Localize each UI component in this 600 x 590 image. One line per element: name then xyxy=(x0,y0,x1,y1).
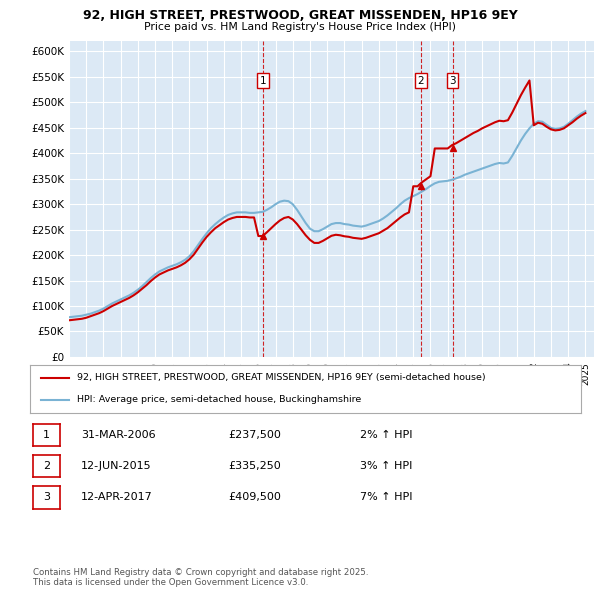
Text: 3% ↑ HPI: 3% ↑ HPI xyxy=(360,461,412,471)
Text: Contains HM Land Registry data © Crown copyright and database right 2025.
This d: Contains HM Land Registry data © Crown c… xyxy=(33,568,368,587)
Text: 12-JUN-2015: 12-JUN-2015 xyxy=(81,461,152,471)
Text: HPI: Average price, semi-detached house, Buckinghamshire: HPI: Average price, semi-detached house,… xyxy=(77,395,361,404)
Text: 1: 1 xyxy=(259,76,266,86)
Text: Price paid vs. HM Land Registry's House Price Index (HPI): Price paid vs. HM Land Registry's House … xyxy=(144,22,456,32)
Text: 1: 1 xyxy=(43,430,50,440)
Text: £335,250: £335,250 xyxy=(228,461,281,471)
Text: 12-APR-2017: 12-APR-2017 xyxy=(81,493,153,502)
Text: 7% ↑ HPI: 7% ↑ HPI xyxy=(360,493,413,502)
Text: 92, HIGH STREET, PRESTWOOD, GREAT MISSENDEN, HP16 9EY (semi-detached house): 92, HIGH STREET, PRESTWOOD, GREAT MISSEN… xyxy=(77,373,485,382)
Text: 92, HIGH STREET, PRESTWOOD, GREAT MISSENDEN, HP16 9EY: 92, HIGH STREET, PRESTWOOD, GREAT MISSEN… xyxy=(83,9,517,22)
Text: 2: 2 xyxy=(43,461,50,471)
Text: £237,500: £237,500 xyxy=(228,430,281,440)
Text: 2% ↑ HPI: 2% ↑ HPI xyxy=(360,430,413,440)
Text: 3: 3 xyxy=(43,493,50,502)
Text: 31-MAR-2006: 31-MAR-2006 xyxy=(81,430,155,440)
Text: £409,500: £409,500 xyxy=(228,493,281,502)
Text: 3: 3 xyxy=(449,76,456,86)
Text: 2: 2 xyxy=(418,76,424,86)
